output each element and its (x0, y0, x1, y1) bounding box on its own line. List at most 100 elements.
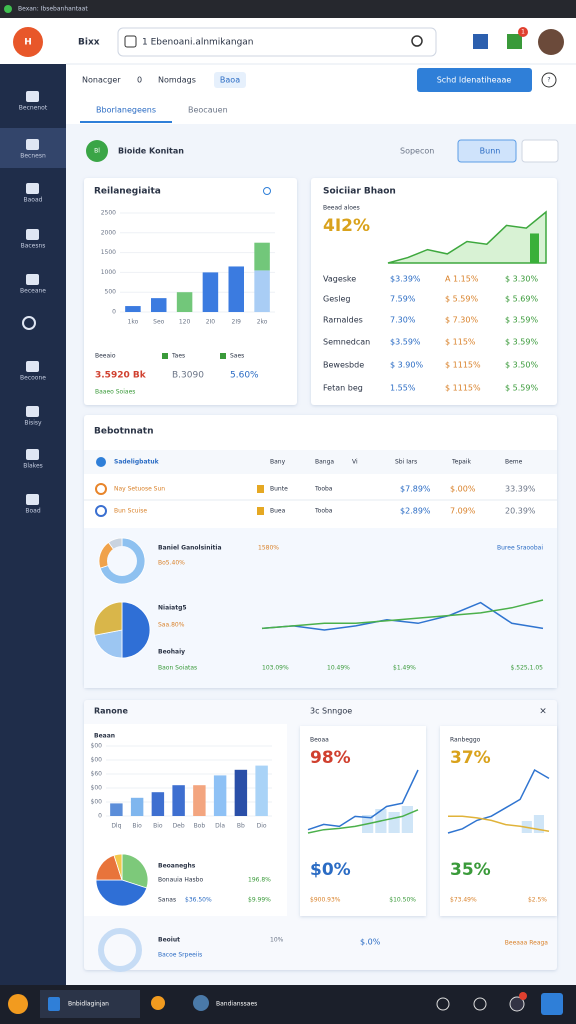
filter-button[interactable] (457, 139, 517, 163)
tray-icon[interactable] (541, 993, 563, 1015)
x-tick-label: 2ko (257, 319, 268, 326)
task-icon (48, 997, 60, 1011)
nav-icon[interactable] (26, 274, 39, 285)
tab[interactable]: Bborlanegeens (96, 106, 156, 115)
metric-sub: Bo5.40% (158, 560, 185, 567)
logo[interactable] (13, 27, 43, 57)
button-text[interactable]: Schd Idenatiheaae (437, 76, 512, 85)
close-button[interactable]: × (539, 707, 547, 717)
help-text[interactable]: ? (547, 77, 550, 84)
cell-value: $ 1115% (445, 361, 481, 370)
cell-value: 20.39% (505, 507, 536, 516)
search-icon[interactable] (411, 35, 423, 47)
column-header[interactable]: Bany (270, 459, 286, 466)
strip-title: Beoiut (158, 937, 180, 944)
legend-label: Bonauia Hasbo (158, 877, 203, 884)
logo-text: H (24, 38, 32, 48)
nav-icon[interactable] (26, 229, 39, 240)
chip-text[interactable]: Baoa (220, 76, 240, 85)
link[interactable]: Bacoe Srpeeiis (158, 952, 202, 959)
ring (98, 928, 142, 972)
total-value: 10.49% (327, 665, 350, 672)
column-header[interactable]: Beme (505, 459, 523, 466)
toolbar-item: Nonacger (82, 76, 121, 85)
cell-value: 7.30% (390, 316, 416, 325)
link[interactable]: Beeaaa Reaga (505, 940, 549, 947)
chip[interactable] (214, 72, 246, 88)
y-tick-label: $00 (91, 785, 103, 792)
cell-value: $ 3.59% (505, 316, 538, 325)
y-tick-label: 2000 (101, 229, 116, 236)
x-tick-label: 120 (179, 319, 191, 326)
app-icon[interactable] (473, 34, 488, 49)
nav-label[interactable]: Becnesn (20, 153, 46, 160)
task-label[interactable]: Bandianssaes (216, 1001, 257, 1008)
stat-value: 5.60% (230, 371, 259, 381)
nav-icon[interactable] (26, 91, 39, 102)
task-label[interactable]: Bnbidlaginjan (68, 1001, 109, 1008)
sort-label[interactable]: Sopecon (400, 147, 434, 156)
cell-value: 33.39% (505, 485, 536, 494)
filter-badge (86, 140, 108, 162)
column-header[interactable]: Banga (315, 459, 334, 466)
tray-icon[interactable] (509, 996, 525, 1012)
help-button[interactable] (541, 72, 557, 88)
button-text[interactable]: Bunn (480, 147, 501, 156)
start-button[interactable] (8, 994, 28, 1014)
kpi-headline: 98% (310, 748, 351, 768)
filter-title: Bioide Konitan (118, 147, 184, 156)
search-box[interactable] (117, 27, 437, 57)
notify-icon[interactable] (507, 34, 522, 49)
x-tick-label: Dla (215, 823, 225, 830)
column-header[interactable]: Sadeligbatuk (114, 459, 160, 466)
cell-value: $ 5.59% (505, 384, 538, 393)
tab[interactable]: Beocauen (188, 106, 228, 115)
nav-icon[interactable] (26, 183, 39, 194)
pie-slice (121, 853, 149, 889)
column-header[interactable]: Sbi Iars (395, 459, 417, 466)
row-label: Gesleg (323, 295, 351, 304)
card-title: Ranone (94, 707, 128, 716)
line (447, 768, 550, 834)
dropdown[interactable] (521, 139, 559, 163)
nav-label[interactable]: Blakes (23, 463, 43, 470)
avatar[interactable] (538, 29, 564, 55)
bar (530, 233, 539, 263)
cell-value: $ 7.30% (445, 316, 478, 325)
x-tick-label: Bio (132, 823, 142, 830)
nav-icon[interactable] (26, 139, 39, 150)
y-tick-label: 1500 (101, 249, 116, 256)
tray-icon[interactable] (436, 997, 450, 1011)
line (307, 809, 419, 834)
y-tick-label: 500 (105, 289, 117, 296)
x-tick-label: 2I0 (206, 319, 216, 326)
nav-icon[interactable] (26, 406, 39, 417)
trophy-icon (257, 485, 264, 493)
nav-icon[interactable] (26, 494, 39, 505)
column-header[interactable]: Tepaik (451, 459, 471, 466)
nav-icon[interactable] (22, 316, 36, 330)
nav-icon[interactable] (26, 361, 39, 372)
column-header[interactable]: Vi (352, 459, 358, 466)
primary-button[interactable] (417, 68, 532, 92)
kpi-foot: $900.93% (310, 897, 341, 904)
nav-label[interactable]: Bisisy (24, 420, 42, 427)
bar (234, 769, 248, 816)
tray-icon[interactable] (473, 997, 487, 1011)
task-icon[interactable] (193, 995, 209, 1011)
cell-value: $ 115% (445, 338, 476, 347)
nav-label[interactable]: Beceane (20, 288, 46, 295)
nav-label[interactable]: Boad (25, 508, 40, 515)
task-icon[interactable] (151, 996, 165, 1010)
nav-label[interactable]: Becoone (20, 375, 46, 382)
nav-label[interactable]: Baoad (24, 197, 43, 204)
nav-label[interactable]: Bacesns (21, 243, 46, 250)
nav-icon[interactable] (26, 449, 39, 460)
metric-footer: Baon Soiatas (158, 665, 197, 672)
tray-badge (519, 992, 527, 1000)
nav-label[interactable]: Becnenot (19, 105, 48, 112)
link[interactable]: Buree Sraoobai (497, 545, 543, 552)
legend-value: Sanas (158, 897, 176, 904)
card-action[interactable] (263, 187, 271, 195)
cell-value: $.00% (450, 485, 476, 494)
